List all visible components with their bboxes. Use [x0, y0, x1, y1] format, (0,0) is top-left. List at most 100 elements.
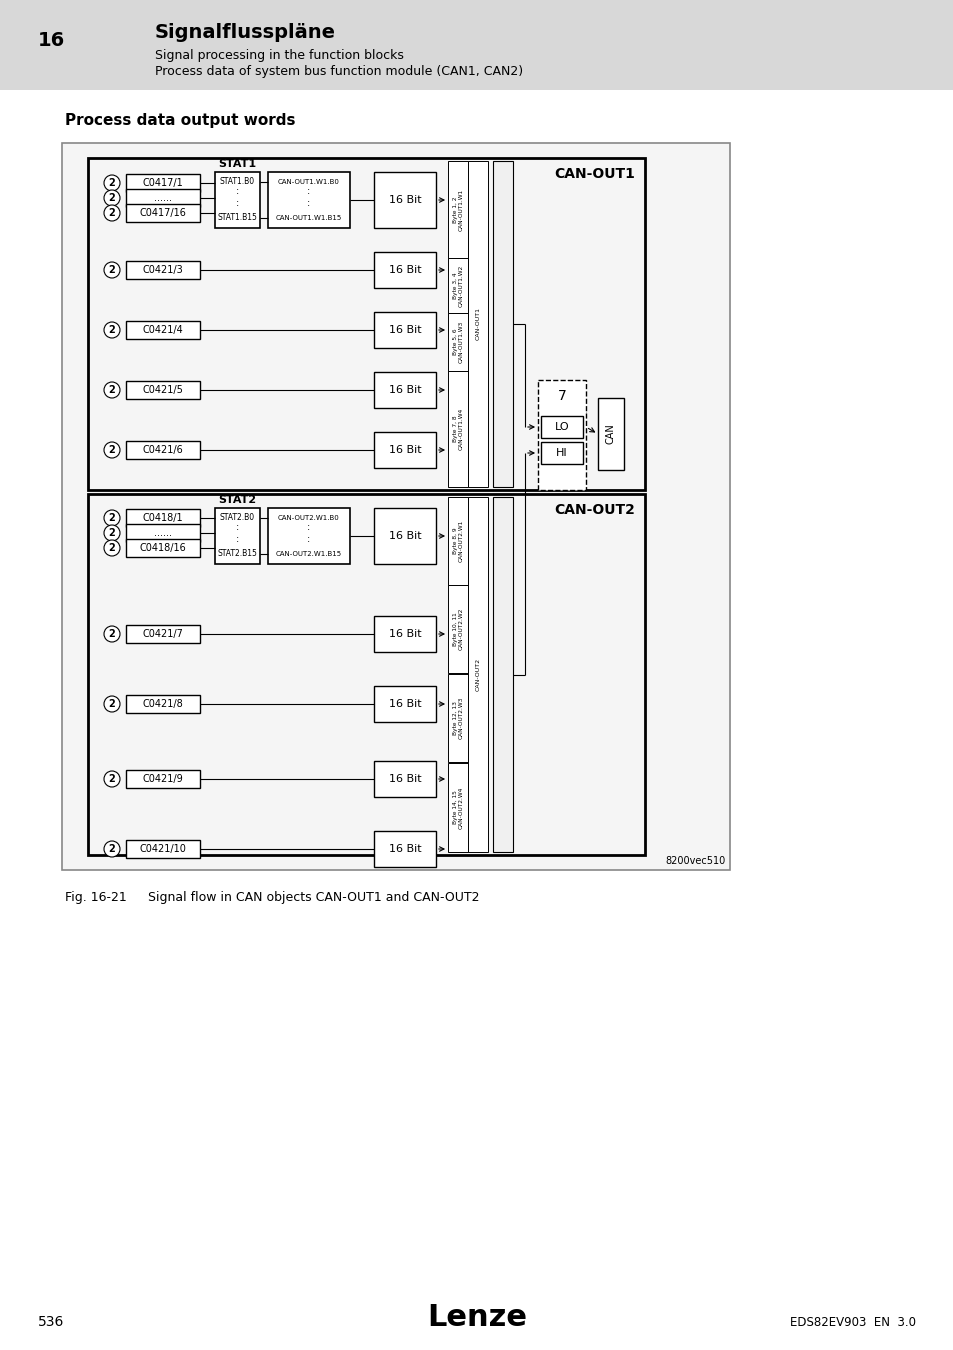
Bar: [126, 441, 200, 459]
Bar: [374, 686, 436, 722]
Bar: [448, 161, 468, 258]
Text: CAN-OUT1.W1.B0: CAN-OUT1.W1.B0: [277, 180, 339, 185]
Text: EDS82EV903  EN  3.0: EDS82EV903 EN 3.0: [789, 1315, 915, 1328]
Bar: [126, 381, 200, 400]
Circle shape: [104, 190, 120, 207]
Bar: [598, 398, 623, 470]
Bar: [126, 695, 200, 713]
Bar: [126, 174, 200, 192]
Bar: [214, 171, 260, 228]
Text: 2: 2: [109, 265, 115, 275]
Bar: [448, 497, 468, 585]
Text: Byte 1, 2
CAN-OUT1.W1: Byte 1, 2 CAN-OUT1.W1: [453, 189, 463, 231]
Bar: [448, 674, 468, 761]
Text: Process data of system bus function module (CAN1, CAN2): Process data of system bus function modu…: [154, 65, 522, 77]
Bar: [493, 161, 513, 487]
Text: 2: 2: [109, 208, 115, 217]
Text: Byte 3, 4
CAN-OUT1.W2: Byte 3, 4 CAN-OUT1.W2: [453, 265, 463, 306]
Circle shape: [104, 626, 120, 643]
Text: 16 Bit: 16 Bit: [388, 844, 421, 855]
Text: 16 Bit: 16 Bit: [388, 774, 421, 784]
Text: C0417/1: C0417/1: [143, 178, 183, 188]
Bar: [374, 432, 436, 468]
Text: Fig. 16-21: Fig. 16-21: [65, 891, 127, 904]
Bar: [540, 441, 582, 464]
Text: :
:: : :: [235, 186, 239, 208]
Text: Byte 8, 9
CAN-OUT2.W1: Byte 8, 9 CAN-OUT2.W1: [453, 520, 463, 562]
Bar: [126, 769, 200, 788]
Bar: [448, 258, 468, 313]
Bar: [88, 494, 644, 855]
Bar: [126, 321, 200, 339]
Text: Signal processing in the function blocks: Signal processing in the function blocks: [154, 49, 403, 62]
Text: CAN-OUT2: CAN-OUT2: [475, 657, 480, 691]
Text: Byte 10, 11
CAN-OUT2.W2: Byte 10, 11 CAN-OUT2.W2: [453, 608, 463, 651]
Text: CAN-OUT1.W1.B15: CAN-OUT1.W1.B15: [275, 215, 342, 221]
Bar: [88, 158, 644, 490]
Circle shape: [104, 510, 120, 526]
Bar: [126, 509, 200, 526]
Text: 2: 2: [109, 774, 115, 784]
Bar: [374, 761, 436, 796]
Circle shape: [104, 441, 120, 458]
Text: 2: 2: [109, 629, 115, 639]
Text: 536: 536: [38, 1315, 64, 1328]
Text: C0421/3: C0421/3: [143, 265, 183, 275]
Bar: [374, 312, 436, 348]
Text: CAN-OUT2.W1.B0: CAN-OUT2.W1.B0: [278, 514, 339, 521]
Text: :
:: : :: [307, 186, 311, 208]
Bar: [126, 204, 200, 221]
Bar: [374, 616, 436, 652]
Text: HI: HI: [556, 448, 567, 458]
Text: 2: 2: [109, 513, 115, 522]
Bar: [126, 840, 200, 859]
Bar: [126, 189, 200, 207]
Bar: [374, 252, 436, 288]
Bar: [493, 497, 513, 852]
Text: Lenze: Lenze: [427, 1304, 526, 1332]
Text: ......: ......: [153, 193, 172, 202]
Text: CAN: CAN: [605, 424, 616, 444]
Circle shape: [104, 382, 120, 398]
Text: C0421/6: C0421/6: [143, 446, 183, 455]
Text: Byte 7, 8
CAN-OUT1.W4: Byte 7, 8 CAN-OUT1.W4: [453, 408, 463, 450]
Text: CAN-OUT1: CAN-OUT1: [475, 308, 480, 340]
Text: CAN-OUT2: CAN-OUT2: [554, 504, 635, 517]
Text: 2: 2: [109, 699, 115, 709]
Text: C0418/16: C0418/16: [139, 543, 186, 554]
Circle shape: [104, 262, 120, 278]
Text: C0421/5: C0421/5: [142, 385, 183, 396]
Text: 7: 7: [558, 389, 566, 404]
Text: 2: 2: [109, 193, 115, 202]
Text: 16 Bit: 16 Bit: [388, 265, 421, 275]
Text: Process data output words: Process data output words: [65, 112, 295, 127]
Bar: [448, 313, 468, 371]
Text: STAT2.B0: STAT2.B0: [220, 513, 254, 522]
Bar: [448, 763, 468, 852]
Bar: [126, 261, 200, 279]
Text: 8200vec510: 8200vec510: [665, 856, 725, 865]
Bar: [126, 625, 200, 643]
Text: C0421/4: C0421/4: [143, 325, 183, 335]
Text: 16 Bit: 16 Bit: [388, 699, 421, 709]
Text: C0421/7: C0421/7: [142, 629, 183, 639]
Text: CAN-OUT1: CAN-OUT1: [554, 167, 635, 181]
Text: C0421/9: C0421/9: [143, 774, 183, 784]
Text: STAT2.B15: STAT2.B15: [217, 549, 257, 559]
Text: 2: 2: [109, 325, 115, 335]
Bar: [62, 143, 729, 869]
Text: :
:: : :: [235, 522, 239, 544]
Text: 2: 2: [109, 528, 115, 539]
Text: :
:: : :: [307, 522, 311, 544]
Text: LO: LO: [554, 423, 569, 432]
Text: Byte 5, 6
CAN-OUT1.W3: Byte 5, 6 CAN-OUT1.W3: [453, 321, 463, 363]
Text: STAT1: STAT1: [218, 159, 256, 169]
Text: STAT1.B0: STAT1.B0: [220, 177, 254, 186]
Bar: [126, 524, 200, 541]
Text: C0418/1: C0418/1: [143, 513, 183, 522]
Circle shape: [104, 205, 120, 221]
Bar: [537, 379, 585, 490]
Text: 2: 2: [109, 844, 115, 855]
Text: C0421/10: C0421/10: [139, 844, 186, 855]
Bar: [540, 416, 582, 437]
